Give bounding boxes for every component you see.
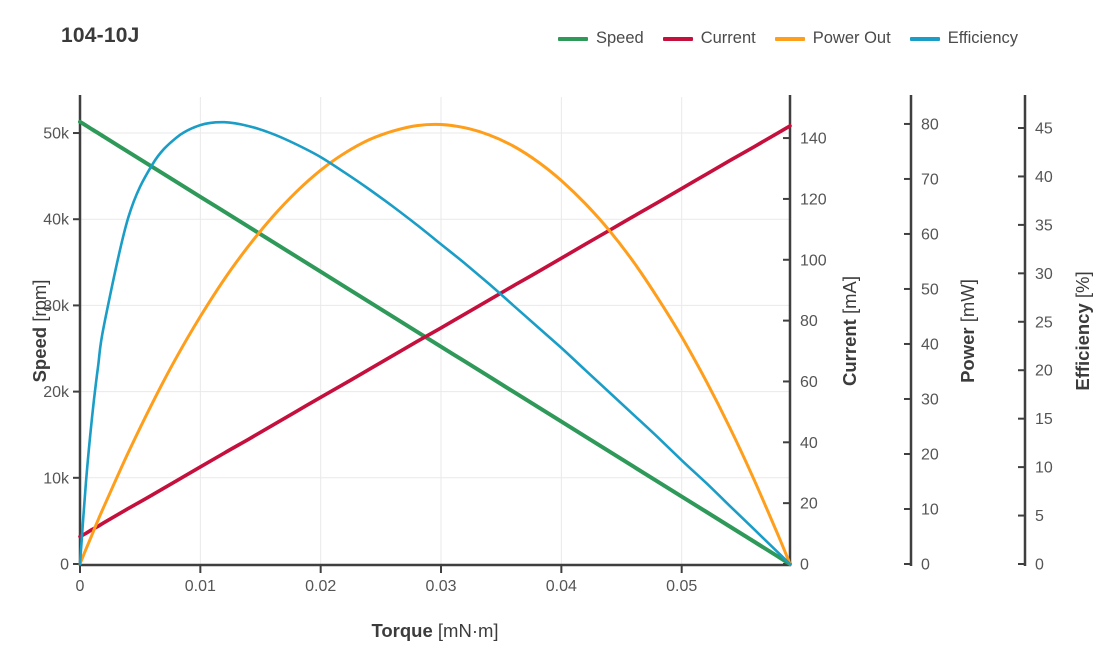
speed-tick-label: 20k bbox=[43, 384, 70, 401]
speed-tick-label: 0 bbox=[60, 557, 69, 574]
chart-title: 104-10J bbox=[61, 24, 140, 47]
efficiency-tick-label: 15 bbox=[1035, 411, 1053, 428]
legend: Speed Current Power Out Efficiency bbox=[557, 29, 1018, 48]
efficiency-curve bbox=[78, 120, 792, 566]
current-tick-label: 80 bbox=[800, 313, 818, 330]
current-tick-label: 100 bbox=[800, 252, 827, 269]
legend-item-efficiency[interactable]: Efficiency bbox=[909, 29, 1018, 48]
power-out-curve bbox=[78, 122, 792, 566]
efficiency-tick-label: 35 bbox=[1035, 217, 1053, 234]
x-tick-label: 0.02 bbox=[305, 578, 336, 595]
power-tick-label: 30 bbox=[921, 391, 939, 408]
efficiency-tick-label: 0 bbox=[1035, 557, 1044, 574]
legend-swatch bbox=[774, 36, 805, 41]
legend-item-speed[interactable]: Speed bbox=[557, 29, 644, 48]
legend-swatch bbox=[909, 36, 940, 41]
x-tick-label: 0.03 bbox=[425, 578, 456, 595]
current-tick-label: 60 bbox=[800, 374, 818, 391]
legend-swatch bbox=[662, 36, 693, 41]
x-tick-label: 0.04 bbox=[546, 578, 577, 595]
legend-item-power-out[interactable]: Power Out bbox=[774, 29, 891, 48]
speed-tick-label: 40k bbox=[43, 212, 70, 229]
power-tick-label: 80 bbox=[921, 116, 939, 133]
power-tick-label: 60 bbox=[921, 226, 939, 243]
current-tick-label: 0 bbox=[800, 557, 809, 574]
x-axis-title: Torque [mN·m] bbox=[371, 620, 498, 641]
efficiency-axis-title: Efficiency [%] bbox=[1072, 271, 1093, 390]
current-tick-label: 40 bbox=[800, 435, 818, 452]
speed-curve bbox=[78, 119, 792, 566]
legend-swatch bbox=[557, 36, 588, 41]
power-tick-label: 20 bbox=[921, 446, 939, 463]
legend-item-label: Speed bbox=[595, 29, 644, 47]
efficiency-tick-label: 25 bbox=[1035, 314, 1053, 331]
power-tick-label: 40 bbox=[921, 336, 939, 353]
current-curve bbox=[78, 124, 792, 539]
current-tick-label: 140 bbox=[800, 131, 827, 148]
speed-tick-label: 10k bbox=[43, 470, 70, 487]
efficiency-tick-label: 20 bbox=[1035, 363, 1053, 380]
x-tick-label: 0.05 bbox=[666, 578, 697, 595]
power-tick-label: 0 bbox=[921, 557, 930, 574]
x-tick-label: 0.01 bbox=[185, 578, 216, 595]
efficiency-tick-label: 5 bbox=[1035, 508, 1044, 525]
speed-tick-label: 30k bbox=[43, 298, 70, 315]
efficiency-tick-label: 40 bbox=[1035, 169, 1053, 186]
speed-axis-title: Speed [rpm] bbox=[29, 280, 50, 383]
legend-item-label: Current bbox=[700, 29, 756, 47]
power-tick-label: 70 bbox=[921, 171, 939, 188]
power-tick-label: 10 bbox=[921, 501, 939, 518]
efficiency-tick-label: 10 bbox=[1035, 460, 1053, 477]
current-tick-label: 120 bbox=[800, 191, 827, 208]
efficiency-tick-label: 30 bbox=[1035, 266, 1053, 283]
legend-item-current[interactable]: Current bbox=[662, 29, 756, 48]
legend-item-label: Power Out bbox=[812, 29, 891, 47]
current-axis-title: Current [mA] bbox=[839, 276, 860, 386]
power-tick-label: 50 bbox=[921, 281, 939, 298]
current-tick-label: 20 bbox=[800, 496, 818, 513]
x-tick-label: 0 bbox=[76, 578, 85, 595]
speed-tick-label: 50k bbox=[43, 126, 70, 143]
efficiency-tick-label: 45 bbox=[1035, 121, 1053, 138]
legend-item-label: Efficiency bbox=[947, 29, 1018, 47]
power-axis-title: Power [mW] bbox=[957, 279, 978, 383]
